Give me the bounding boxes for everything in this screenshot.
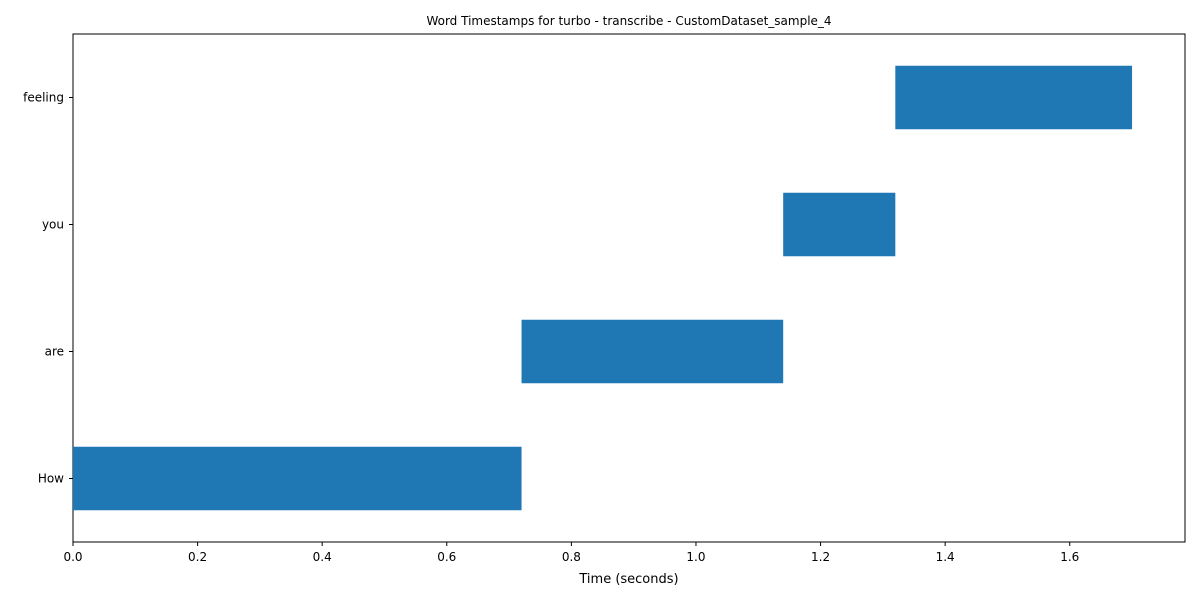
bars-layer — [73, 65, 1133, 511]
y-tick-label-you: you — [42, 218, 64, 232]
x-tick-label: 1.4 — [936, 550, 955, 564]
bar-feeling — [895, 65, 1133, 130]
x-tick-label: 1.0 — [686, 550, 705, 564]
x-tick-label: 0.4 — [313, 550, 332, 564]
x-tick-label: 0.2 — [188, 550, 207, 564]
x-tick-label: 0.0 — [63, 550, 82, 564]
x-tick-label: 1.2 — [811, 550, 830, 564]
bar-how — [73, 446, 522, 511]
x-axis-label: Time (seconds) — [578, 572, 678, 587]
y-tick-label-how: How — [38, 472, 64, 486]
chart-title: Word Timestamps for turbo - transcribe -… — [426, 14, 831, 28]
y-tick-label-feeling: feeling — [23, 91, 64, 105]
bar-are — [521, 319, 784, 384]
x-tick-label: 0.6 — [437, 550, 456, 564]
y-tick-label-are: are — [45, 345, 64, 359]
x-tick-label: 1.6 — [1060, 550, 1079, 564]
x-ticks-layer: 0.0 0.2 0.4 0.6 0.8 1.0 1.2 1.4 1.6 — [63, 542, 1079, 564]
plot-area-frame — [72, 33, 1186, 543]
bar-you — [783, 192, 896, 257]
y-ticks-layer: How are you feeling — [23, 91, 73, 486]
x-tick-label: 0.8 — [562, 550, 581, 564]
